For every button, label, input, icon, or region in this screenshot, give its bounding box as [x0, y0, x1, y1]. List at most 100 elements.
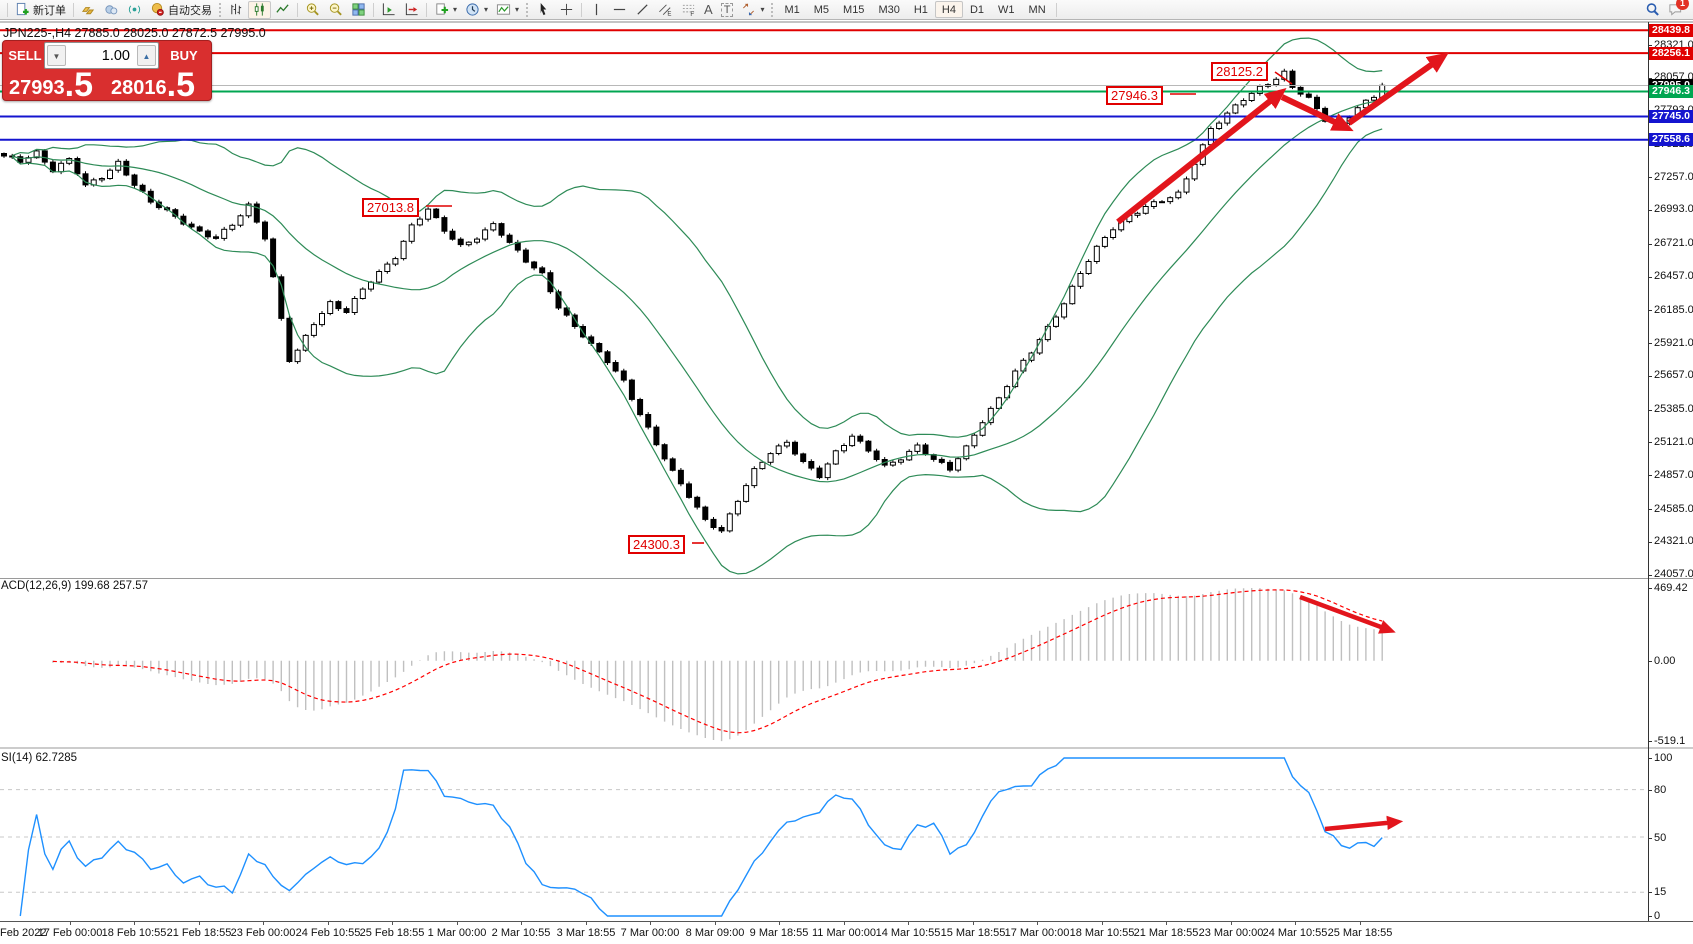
candlestick-chart-icon: [252, 2, 267, 17]
chevron-down-icon[interactable]: ▾: [760, 5, 765, 14]
signals-button[interactable]: [123, 1, 146, 19]
new-template-button[interactable]: ▾: [430, 1, 461, 19]
timeframe-h4[interactable]: H4: [934, 1, 963, 18]
candle-bullish: [33, 150, 40, 159]
indicators-button[interactable]: ▾: [492, 1, 523, 19]
buy-button[interactable]: BUY: [170, 48, 198, 63]
timeframe-d1[interactable]: D1: [969, 4, 985, 16]
arrows-tool-button[interactable]: ▾: [737, 1, 768, 19]
price-axis-tickmark: [1648, 209, 1652, 211]
cursor-button[interactable]: [532, 1, 555, 19]
zoom-out-button[interactable]: [324, 1, 347, 19]
candle-bullish: [824, 463, 831, 479]
trend-arrow-4[interactable]: [1299, 594, 1396, 634]
timeframe-m5[interactable]: M5: [813, 4, 830, 16]
toolbar-grip[interactable]: [526, 2, 529, 17]
trend-arrow-3[interactable]: [1347, 52, 1449, 126]
bar-chart-button[interactable]: [225, 1, 248, 19]
arrows-tool-icon: [741, 2, 756, 17]
price-annotation-27946.3[interactable]: 27946.3: [1106, 86, 1163, 105]
volume-decrease-button[interactable]: ▼: [47, 45, 66, 66]
text-label-button[interactable]: A: [700, 1, 717, 19]
price-annotation-27013.8[interactable]: 27013.8: [362, 198, 419, 217]
chevron-down-icon[interactable]: ▾: [484, 5, 489, 14]
price-axis-tick: 27257.0: [1654, 170, 1693, 183]
horizontal-line-button[interactable]: [608, 1, 631, 19]
text-label-label: A: [704, 2, 713, 17]
period-button[interactable]: ▾: [461, 1, 492, 19]
candle-bullish: [1191, 163, 1198, 180]
bollinger-upper-band[interactable]: [11, 37, 1383, 438]
price-annotation-28125.2[interactable]: 28125.2: [1211, 62, 1268, 81]
new-order-doc-label: 新订单: [33, 4, 66, 17]
auto-scroll-button[interactable]: [377, 1, 400, 19]
timeframe-mn[interactable]: MN: [1028, 4, 1046, 16]
tile-windows-button[interactable]: [347, 1, 370, 19]
volume-increase-button[interactable]: ▲: [137, 45, 156, 66]
sell-price[interactable]: 27993.5: [9, 66, 93, 104]
price-axis-tick: 26457.0: [1654, 270, 1693, 282]
fibonacci-button[interactable]: F: [677, 1, 700, 19]
timeframe-w1[interactable]: W1: [998, 4, 1015, 16]
equidistant-channel-button[interactable]: E: [654, 1, 677, 19]
gold-ingots-button[interactable]: [77, 1, 100, 19]
sell-price-fraction: .5: [64, 66, 93, 104]
candle-bearish: [74, 158, 81, 175]
price-axis-tickmark: [1648, 177, 1652, 179]
price-annotation-24300.3[interactable]: 24300.3: [628, 535, 685, 554]
candle-bearish: [204, 230, 211, 238]
toolbar-grip[interactable]: [219, 2, 222, 17]
chart-title: JPN225-,H4 27885.0 28025.0 27872.5 27995…: [3, 26, 266, 40]
text-box-button[interactable]: T: [717, 1, 738, 19]
crosshair-button[interactable]: [555, 1, 578, 19]
bollinger-middle-band[interactable]: [12, 99, 1383, 483]
vertical-line-button[interactable]: [585, 1, 608, 19]
buy-price[interactable]: 28016.5: [111, 67, 195, 102]
timeframe-m1[interactable]: M1: [784, 4, 800, 16]
candle-bearish: [922, 444, 929, 455]
date-axis-tickmark: [715, 921, 716, 925]
candle-bearish: [637, 399, 644, 416]
bollinger-lower-band[interactable]: [11, 128, 1383, 575]
sell-button[interactable]: SELL: [8, 48, 42, 63]
volume-value[interactable]: 1.00: [101, 48, 130, 64]
search-button[interactable]: [1645, 2, 1660, 17]
new-order-doc-button[interactable]: 新订单: [11, 1, 70, 19]
timeframe-h1[interactable]: H1: [913, 4, 928, 16]
candle-bullish: [1150, 201, 1157, 207]
new-order-doc-icon: [15, 2, 30, 17]
candle-bearish: [604, 351, 611, 364]
notifications-button[interactable]: 1: [1668, 0, 1689, 17]
timeframe-m30[interactable]: M30: [878, 4, 900, 16]
candle-bearish: [694, 496, 701, 508]
chart-shift-button[interactable]: [400, 1, 423, 19]
candle-bearish: [677, 469, 684, 485]
trend-arrow-1[interactable]: [1116, 88, 1287, 225]
chevron-down-icon[interactable]: ▾: [453, 5, 458, 14]
auto-trading-button[interactable]: 自动交易: [146, 1, 216, 19]
line-chart-button[interactable]: [271, 1, 294, 19]
toolbar-grip[interactable]: [771, 2, 774, 17]
annotation-leader: [1274, 71, 1293, 85]
candle-bullish: [1053, 316, 1059, 327]
candle-wicks: [3, 68, 1383, 533]
chart-canvas[interactable]: [0, 21, 1693, 944]
date-axis-tickmark: [392, 921, 393, 925]
text-box-label: T: [720, 2, 734, 17]
candlestick-chart-button[interactable]: [248, 0, 271, 19]
trendline-button[interactable]: [631, 1, 654, 19]
mql5-community-button[interactable]: [100, 1, 123, 19]
chevron-down-icon[interactable]: ▾: [515, 5, 520, 14]
zoom-in-button[interactable]: [301, 1, 324, 19]
trend-arrow-2[interactable]: [1280, 94, 1354, 132]
candle-bullish: [1093, 245, 1100, 263]
buy-price-main: 28016: [111, 77, 167, 99]
candle-bearish: [539, 267, 546, 274]
date-axis-label: 14 Mar 10:55: [875, 927, 941, 939]
timeframe-m15[interactable]: M15: [843, 4, 865, 16]
date-axis-tickmark: [908, 921, 909, 925]
trend-arrow-5[interactable]: [1324, 815, 1404, 832]
volume-stepper[interactable]: ▼ 1.00 ▲: [44, 42, 159, 69]
candle-bullish: [1207, 128, 1214, 146]
candle-bullish: [783, 441, 790, 447]
